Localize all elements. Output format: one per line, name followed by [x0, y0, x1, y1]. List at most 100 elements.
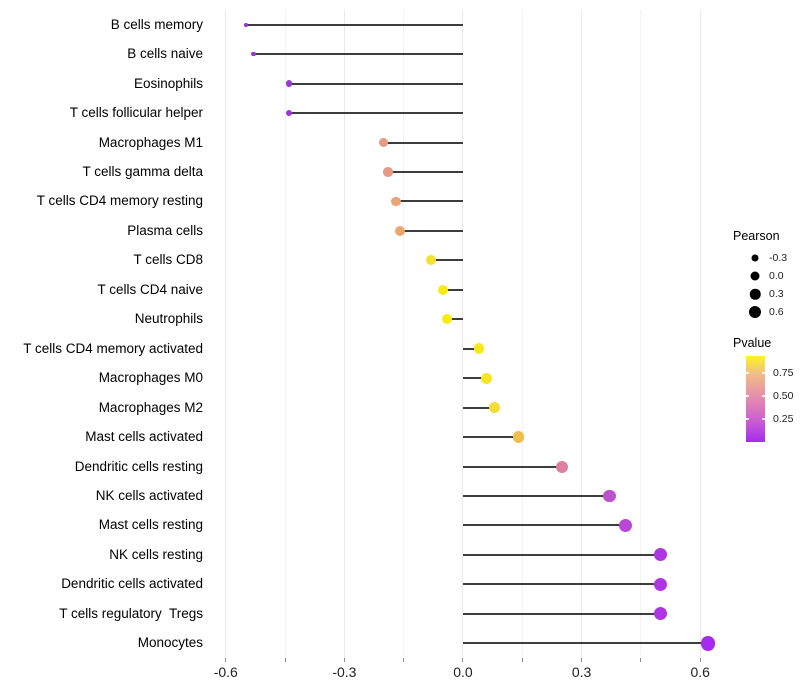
- x-axis-tick: [462, 658, 464, 662]
- legend-pearson-entry: 0.6: [733, 303, 799, 321]
- lollipop-stem: [462, 347, 479, 350]
- x-axis-label: -0.3: [332, 664, 357, 680]
- category-label: NK cells resting: [109, 546, 203, 562]
- x-axis-tick: [699, 658, 701, 662]
- legend-size-label: 0.0: [769, 270, 784, 282]
- legend-pvalue: Pvalue 0.75 0.50 0.25: [733, 336, 799, 448]
- category-label: B cells naive: [127, 46, 203, 62]
- data-point: [442, 314, 453, 325]
- lollipop-stem: [462, 436, 519, 439]
- legend-pearson: Pearson -0.3 0.0 0.3 0.6: [733, 229, 799, 321]
- x-axis-label: 0.3: [571, 664, 592, 680]
- lollipop-stem: [462, 495, 610, 497]
- legend-size-label: 0.6: [769, 306, 784, 318]
- category-label: Dendritic cells resting: [74, 458, 203, 474]
- gradient-tick-right: [762, 394, 765, 397]
- data-point: [481, 372, 493, 384]
- lollipop-stem: [289, 82, 463, 85]
- data-point: [654, 607, 668, 621]
- data-point: [391, 196, 401, 207]
- x-axis-tick: [403, 658, 405, 662]
- category-label: Neutrophils: [134, 311, 203, 327]
- legend-pearson-entry: -0.3: [733, 249, 799, 267]
- major-gridline: [581, 10, 583, 658]
- category-label: T cells CD8: [133, 252, 203, 268]
- legend-pearson-entries: -0.3 0.0 0.3 0.6: [733, 249, 799, 321]
- category-label: Mast cells activated: [85, 429, 203, 445]
- major-gridline: [225, 10, 227, 658]
- data-point: [512, 431, 525, 443]
- category-label: T cells CD4 memory activated: [23, 340, 203, 356]
- category-label: Dendritic cells activated: [61, 576, 203, 592]
- data-point: [654, 577, 668, 591]
- minor-gridline: [284, 10, 286, 658]
- lollipop-stem: [462, 612, 661, 615]
- category-label: Monocytes: [137, 635, 203, 651]
- lollipop-stem: [447, 318, 463, 321]
- data-point: [251, 51, 256, 57]
- lollipop-stem: [383, 141, 463, 144]
- gradient-label: 0.25: [773, 412, 794, 425]
- data-point: [285, 80, 293, 87]
- data-point: [473, 343, 485, 354]
- gradient-tick-left: [746, 394, 749, 397]
- minor-gridline: [403, 10, 405, 658]
- category-label: B cells memory: [110, 16, 203, 32]
- gradient-tick-left: [746, 417, 749, 420]
- lollipop-stem: [462, 406, 495, 409]
- major-gridline: [462, 10, 464, 658]
- x-axis-label: 0.0: [453, 664, 473, 680]
- lollipop-stem: [443, 288, 463, 291]
- category-label: Macrophages M0: [98, 370, 203, 386]
- lollipop-stem: [289, 112, 463, 115]
- data-point: [243, 22, 248, 27]
- data-point: [603, 489, 616, 503]
- gradient-label: 0.75: [773, 367, 794, 380]
- lollipop-stem: [462, 583, 661, 586]
- legend-pearson-entry: 0.3: [733, 285, 799, 303]
- x-axis-tick: [225, 658, 227, 662]
- x-axis-tick: [581, 658, 583, 662]
- legend-size-label: 0.3: [769, 288, 784, 300]
- legend-size-label: -0.3: [769, 252, 788, 264]
- minor-gridline: [521, 10, 523, 658]
- lollipop-stem: [253, 53, 463, 56]
- legend-pearson-title: Pearson: [733, 229, 780, 243]
- category-label: T cells CD4 memory resting: [36, 193, 203, 209]
- gradient-label: 0.50: [773, 389, 794, 402]
- gradient-tick-left: [746, 372, 749, 375]
- data-point: [426, 255, 437, 266]
- lollipop-stem: [399, 229, 463, 232]
- legend-size-dot: [749, 288, 761, 300]
- data-point: [654, 548, 668, 562]
- category-label: Eosinophils: [133, 75, 203, 91]
- data-point: [379, 138, 389, 148]
- legend-size-dot: [750, 271, 760, 281]
- category-label: Macrophages M1: [98, 134, 203, 150]
- x-axis-label: -0.6: [213, 664, 238, 680]
- minor-gridline: [640, 10, 642, 658]
- legend-size-dot: [751, 254, 759, 262]
- pvalue-gradient-bar: [746, 356, 765, 442]
- lollipop-stem: [462, 642, 709, 645]
- pvalue-gradient-wrap: 0.75 0.50 0.25: [733, 356, 799, 448]
- lollipop-stem: [462, 524, 626, 527]
- data-point: [489, 402, 501, 414]
- category-label: NK cells activated: [95, 488, 203, 503]
- data-point: [618, 518, 632, 532]
- x-axis-tick: [640, 658, 642, 662]
- category-label: Macrophages M2: [98, 399, 203, 415]
- x-axis-tick: [521, 658, 523, 662]
- category-label: Mast cells resting: [98, 517, 203, 533]
- legend-pearson-entry: 0.0: [733, 267, 799, 285]
- lollipop-stem: [387, 171, 463, 173]
- legend-pvalue-title: Pvalue: [733, 336, 772, 350]
- legend-size-dot: [749, 306, 761, 318]
- lollipop-stem: [431, 259, 463, 262]
- lollipop-stem: [462, 465, 562, 468]
- major-gridline: [699, 10, 701, 658]
- x-axis-label: 0.6: [690, 664, 710, 680]
- lollipop-stem: [462, 377, 487, 380]
- lollipop-stem: [245, 23, 463, 26]
